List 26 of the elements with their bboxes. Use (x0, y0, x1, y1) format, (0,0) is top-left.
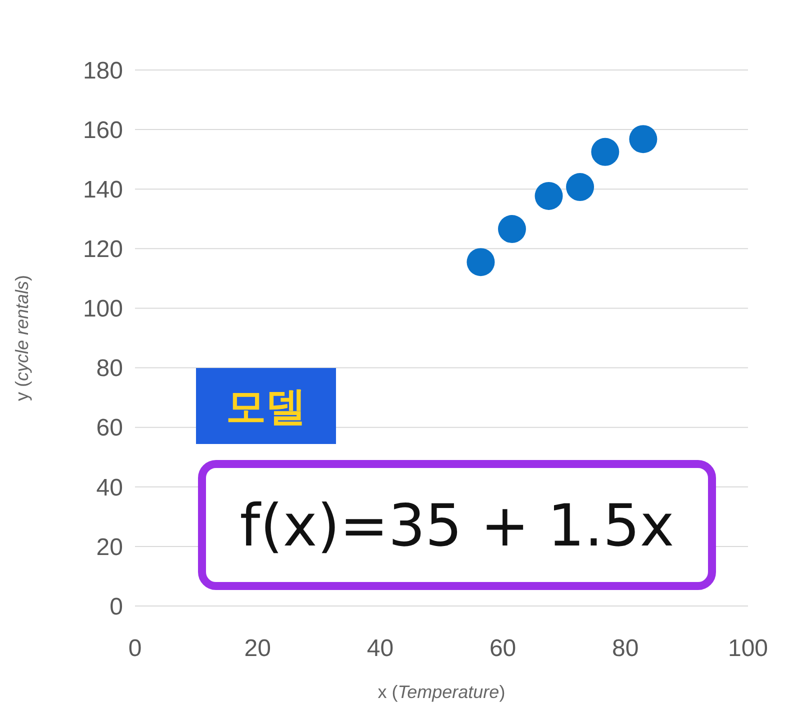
x-axis-title: x (Temperature) (378, 682, 506, 702)
x-tick-label: 60 (489, 635, 516, 662)
x-tick-label: 80 (612, 635, 639, 662)
point (591, 138, 620, 166)
point (566, 173, 594, 202)
y-tick-label: 100 (82, 296, 123, 323)
x-tick-label: 40 (366, 635, 394, 662)
y-tick-label: 0 (110, 593, 123, 620)
y-tick-label: 180 (82, 57, 123, 84)
annotation: 모델 (226, 385, 306, 429)
y-tick-label: 80 (96, 355, 123, 382)
point (534, 182, 563, 210)
point (629, 125, 658, 154)
annotation: f(x)=35 + 1.5x (240, 491, 674, 560)
point (498, 215, 526, 244)
x-tick-label: 100 (728, 635, 768, 662)
y-tick-label: 40 (96, 474, 123, 502)
y-tick-label: 60 (96, 414, 123, 442)
x-tick-label: 20 (244, 635, 271, 662)
y-tick-label: 140 (82, 176, 123, 204)
x-tick-label: 0 (128, 635, 142, 662)
y-axis-title: y (cycle rentals) (12, 274, 32, 402)
y-tick-label: 20 (96, 534, 123, 561)
y-tick-label: 120 (82, 236, 123, 264)
y-tick-label: 160 (82, 116, 123, 144)
point (466, 248, 495, 276)
